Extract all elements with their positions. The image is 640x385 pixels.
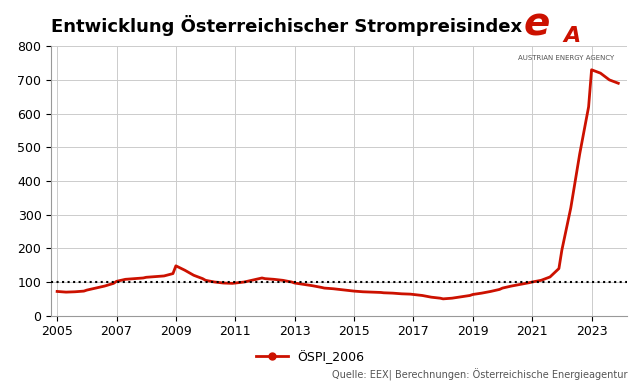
Legend: ÖSPI_2006: ÖSPI_2006 <box>252 345 369 369</box>
Text: e: e <box>524 5 550 44</box>
Text: Entwicklung Österreichischer Strompreisindex: Entwicklung Österreichischer Strompreisi… <box>51 15 522 36</box>
Text: A: A <box>564 25 581 45</box>
Text: AUSTRIAN ENERGY AGENCY: AUSTRIAN ENERGY AGENCY <box>518 55 614 61</box>
Text: Quelle: EEX| Berechnungen: Österreichische Energieagentur: Quelle: EEX| Berechnungen: Österreichisc… <box>332 369 627 381</box>
